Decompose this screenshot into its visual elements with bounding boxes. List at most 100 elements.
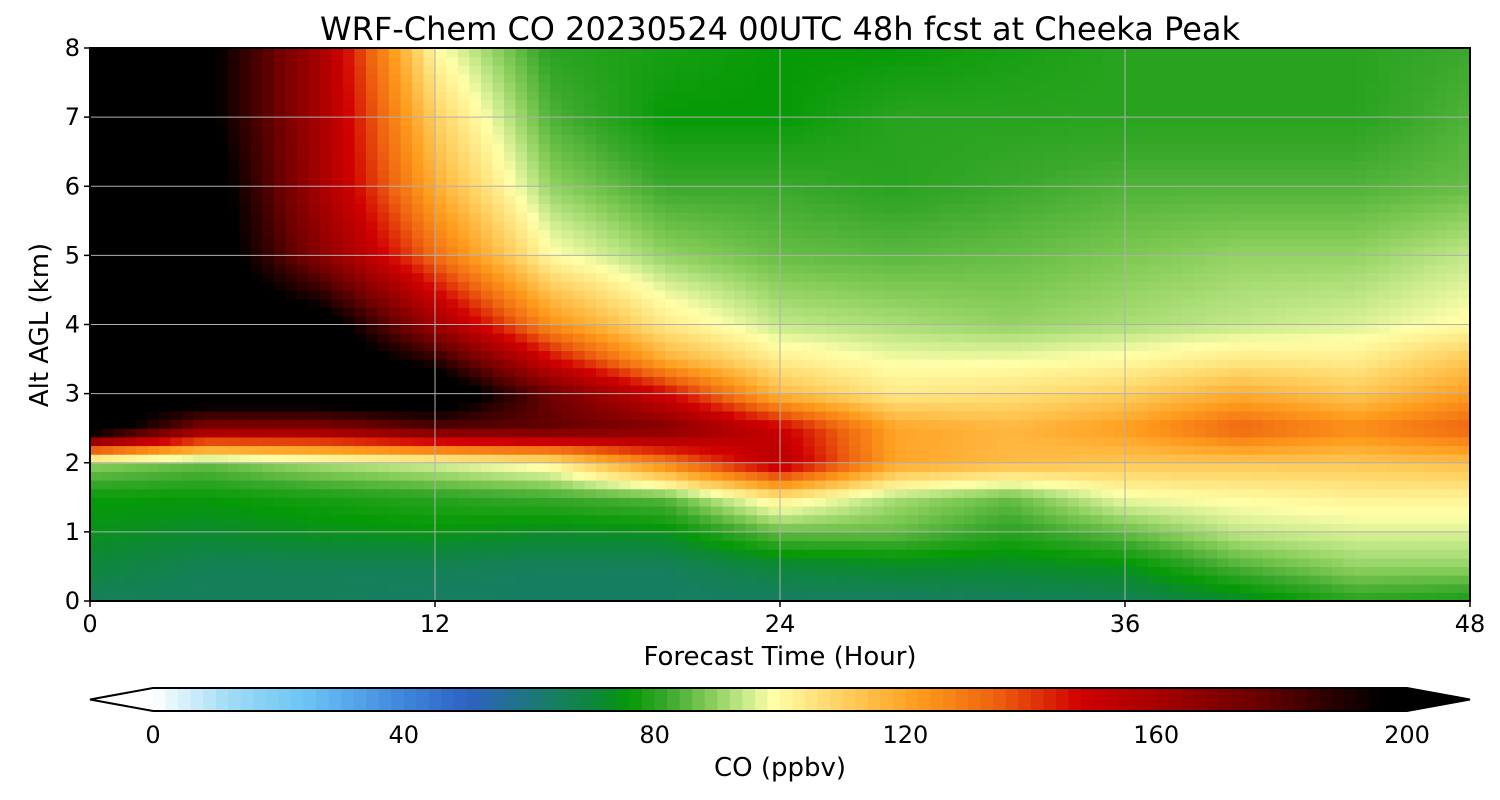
- field-cell: [251, 376, 264, 386]
- field-cell: [205, 436, 218, 447]
- field-cell: [676, 324, 689, 334]
- field-cell: [170, 367, 183, 377]
- field-cell: [458, 445, 471, 455]
- field-cell: [400, 566, 413, 576]
- field-cell: [1263, 557, 1276, 568]
- field-cell: [607, 359, 620, 369]
- field-cell: [366, 298, 379, 308]
- field-cell: [216, 592, 229, 601]
- field-cell: [228, 428, 241, 438]
- field-cell: [1044, 557, 1057, 568]
- field-cell: [768, 480, 781, 490]
- field-cell: [1435, 367, 1448, 377]
- field-cell: [906, 436, 919, 447]
- field-cell: [182, 505, 195, 516]
- field-cell: [1148, 557, 1161, 568]
- field-cell: [1113, 480, 1126, 490]
- field-cell: [308, 255, 321, 265]
- field-cell: [1274, 575, 1287, 585]
- field-cell: [147, 514, 160, 524]
- field-cell: [1148, 324, 1161, 334]
- field-cell: [1240, 341, 1253, 352]
- field-cell: [1113, 402, 1126, 412]
- field-cell: [768, 471, 781, 481]
- field-cell: [1090, 367, 1103, 377]
- field-cell: [515, 289, 528, 300]
- field-cell: [906, 583, 919, 593]
- field-cell: [1044, 505, 1057, 516]
- field-cell: [1044, 393, 1057, 403]
- field-cell: [515, 393, 528, 403]
- field-cell: [1355, 350, 1368, 360]
- field-cell: [251, 540, 264, 550]
- field-cell: [492, 264, 505, 274]
- field-cell: [251, 393, 264, 403]
- field-cell: [584, 592, 597, 601]
- field-cell: [285, 471, 298, 481]
- field-cell: [377, 523, 390, 533]
- field-cell: [343, 505, 356, 516]
- field-cell: [320, 281, 333, 291]
- field-cell: [354, 333, 367, 343]
- field-cell: [1447, 497, 1460, 507]
- field-cell: [1079, 471, 1092, 481]
- field-cell: [837, 566, 850, 576]
- field-cell: [205, 454, 218, 464]
- field-cell: [90, 505, 103, 516]
- field-cell: [630, 549, 643, 559]
- field-cell: [343, 575, 356, 585]
- field-cell: [1090, 462, 1103, 472]
- field-cell: [538, 246, 551, 256]
- field-cell: [1159, 445, 1172, 455]
- field-cell: [653, 324, 666, 334]
- field-cell: [538, 462, 551, 472]
- field-cell: [1366, 540, 1379, 550]
- field-cell: [918, 350, 931, 360]
- field-cell: [193, 350, 206, 360]
- field-cell: [906, 480, 919, 490]
- field-cell: [734, 341, 747, 352]
- field-cell: [1458, 255, 1470, 265]
- field-cell: [1182, 307, 1195, 317]
- field-cell: [504, 367, 517, 377]
- field-cell: [1125, 488, 1138, 498]
- field-cell: [377, 471, 390, 481]
- field-cell: [1148, 471, 1161, 481]
- field-cell: [711, 238, 724, 248]
- field-cell: [1320, 566, 1333, 576]
- field-cell: [1079, 272, 1092, 282]
- field-cell: [481, 384, 494, 395]
- field-cell: [492, 549, 505, 559]
- field-cell: [860, 315, 873, 326]
- field-cell: [573, 281, 586, 291]
- field-cell: [1320, 445, 1333, 455]
- field-cell: [711, 298, 724, 308]
- field-cell: [941, 333, 954, 343]
- field-cell: [653, 315, 666, 326]
- field-cell: [745, 488, 758, 498]
- field-cell: [883, 298, 896, 308]
- field-cell: [262, 557, 275, 568]
- field-cell: [1159, 333, 1172, 343]
- field-cell: [1309, 333, 1322, 343]
- field-cell: [1194, 445, 1207, 455]
- field-cell: [354, 480, 367, 490]
- field-cell: [768, 324, 781, 334]
- field-cell: [331, 592, 344, 601]
- field-cell: [366, 566, 379, 576]
- field-cell: [458, 376, 471, 386]
- field-cell: [366, 505, 379, 516]
- field-cell: [1240, 410, 1253, 421]
- field-cell: [1309, 445, 1322, 455]
- field-cell: [941, 462, 954, 472]
- field-cell: [228, 402, 241, 412]
- field-cell: [216, 445, 229, 455]
- field-cell: [193, 324, 206, 334]
- field-cell: [1228, 540, 1241, 550]
- field-cell: [1113, 505, 1126, 516]
- field-cell: [205, 289, 218, 300]
- field-cell: [780, 298, 793, 308]
- field-cell: [1136, 557, 1149, 568]
- field-cell: [1286, 272, 1299, 282]
- field-cell: [147, 523, 160, 533]
